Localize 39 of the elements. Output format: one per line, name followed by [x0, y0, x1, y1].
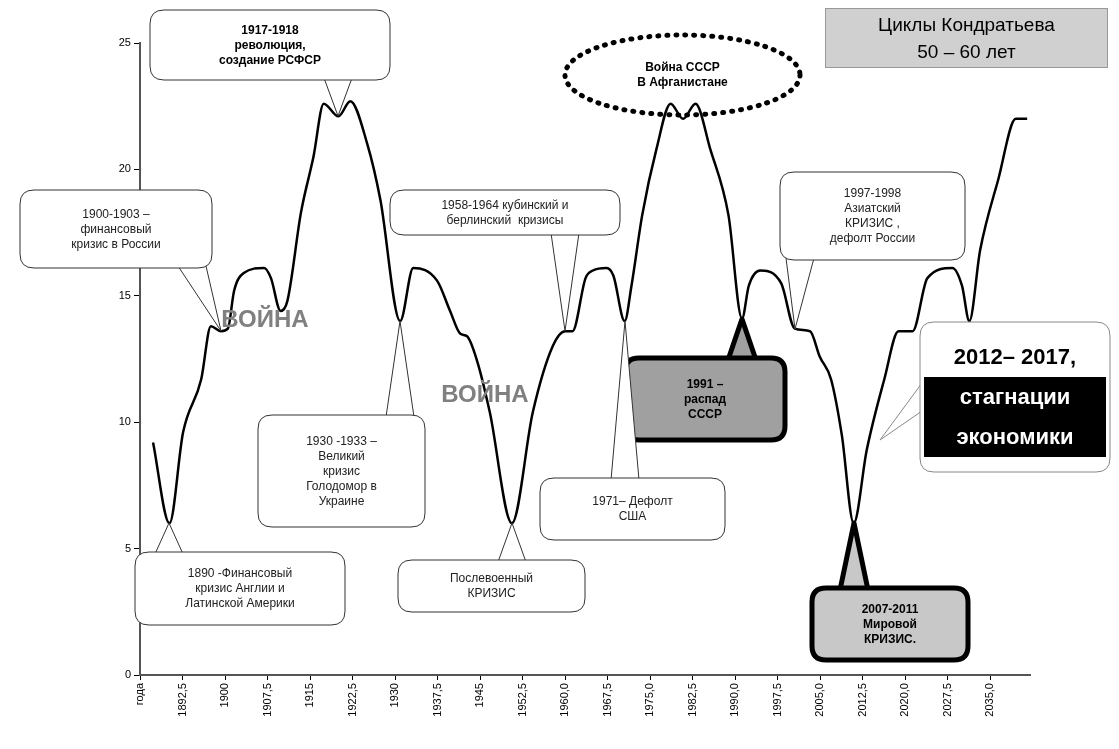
- x-tick-label: 1975,0: [643, 683, 656, 717]
- annotation: 1900-1903 – финансовый кризис в России: [71, 206, 161, 252]
- y-tick-label: 20: [118, 162, 131, 175]
- x-tick-label: 1952,5: [515, 683, 528, 717]
- x-tick-label: 1900: [218, 683, 231, 708]
- annotation: Послевоенный КРИЗИС: [449, 571, 534, 601]
- annotation: 1930 -1933 – Великий кризис Голодомор в Украине: [306, 433, 377, 509]
- y-tick-label: 10: [118, 415, 131, 428]
- annotation: 1890 -Финансовый кризис Англии и Латинской Америки: [185, 566, 295, 611]
- x-tick-label: 2035,0: [983, 683, 996, 717]
- annotation: 2012– 2017, стагнации экономики: [952, 343, 1078, 451]
- x-tick-label: 1922,5: [345, 683, 358, 717]
- x-tick-label: 1967,5: [600, 683, 613, 717]
- y-tick-label: 0: [124, 668, 131, 681]
- x-tick-label: 2020,0: [898, 683, 911, 717]
- x-tick-label: 1930: [388, 683, 401, 708]
- x-tick-label: 2027,5: [940, 683, 953, 717]
- y-tick-label: 25: [118, 36, 131, 49]
- annotation: 1917-1918 революция, создание РСФСР: [218, 22, 322, 68]
- x-tick-label: 1937,5: [430, 683, 443, 717]
- x-tick-label: 1997,5: [770, 683, 783, 717]
- x-tick-label: 1960,0: [558, 683, 571, 717]
- x-tick-label: 1945: [473, 683, 486, 708]
- annotation: 1997-1998 Азиатский КРИЗИС , дефолт России: [829, 186, 916, 246]
- x-tick-label: 1990,0: [728, 683, 741, 717]
- annotation: Война СССР В Афганистане: [637, 60, 728, 90]
- annotation: 1991 – распад СССР: [683, 376, 727, 422]
- annotation: 1971– Дефолт США: [592, 494, 673, 524]
- x-tick-label: года: [133, 682, 146, 706]
- x-tick-label: 2012,5: [855, 683, 868, 717]
- x-tick-label: 1982,5: [685, 683, 698, 717]
- annotation: 2007-2011 Мировой КРИЗИС.: [861, 601, 919, 647]
- x-tick-label: 1892,5: [175, 683, 188, 717]
- y-tick-label: 15: [118, 288, 131, 301]
- x-tick-label: 1907,5: [260, 683, 273, 717]
- x-tick-label: 2005,0: [813, 683, 826, 717]
- y-tick-label: 5: [124, 541, 131, 554]
- annotation: 1958-1964 кубинский и берлинский кризисы: [441, 197, 569, 228]
- x-tick-label: 1915: [303, 683, 316, 708]
